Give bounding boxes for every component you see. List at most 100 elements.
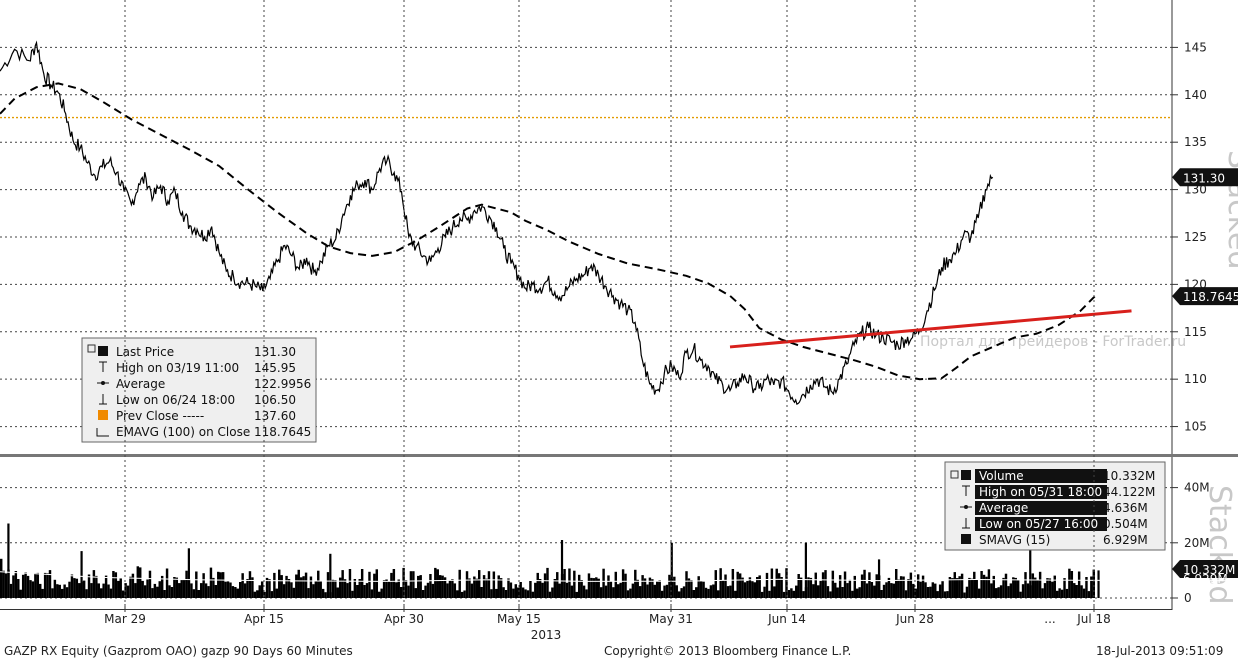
volume-bar — [902, 576, 905, 598]
volume-bar — [78, 583, 81, 598]
last-price-tag: 131.30 — [1183, 171, 1225, 185]
volume-bar — [112, 571, 115, 598]
price-legend-label: High on 03/19 11:00 — [116, 361, 239, 375]
volume-bar — [529, 580, 532, 598]
volume-bar — [497, 575, 500, 598]
volume-bar — [851, 590, 854, 598]
volume-tick-label: 40M — [1184, 481, 1210, 495]
volume-bar — [1019, 591, 1022, 598]
x-tick-label: Jun 14 — [767, 612, 806, 626]
volume-bar — [714, 570, 717, 598]
volume-bar — [824, 570, 827, 598]
volume-bar — [331, 579, 335, 598]
volume-bar — [760, 591, 764, 598]
volume-bar — [1014, 577, 1017, 598]
volume-bar — [743, 582, 747, 598]
volume-bar — [117, 580, 120, 598]
volume-bar — [134, 583, 137, 598]
volume-bar — [285, 575, 288, 598]
volume-bar — [185, 570, 188, 598]
volume-bar — [738, 573, 742, 598]
volume-bar — [704, 587, 708, 598]
volume-bar — [136, 566, 140, 598]
x-tick-label: Jul 18 — [1076, 612, 1111, 626]
volume-bar — [980, 571, 983, 598]
volume-bar — [1090, 576, 1093, 598]
volume-bar — [460, 591, 464, 598]
x-ellipsis: ... — [1044, 612, 1055, 626]
volume-bar — [948, 577, 952, 598]
volume-bar — [521, 587, 525, 598]
volume-bar — [856, 588, 859, 598]
volume-bar — [899, 576, 903, 598]
volume-bar — [317, 570, 320, 598]
volume-bar — [121, 590, 125, 598]
volume-bar — [504, 590, 508, 598]
volume-bar — [982, 574, 986, 598]
red-trendline — [729, 309, 1132, 349]
volume-bar — [1085, 577, 1088, 598]
volume-bar — [634, 569, 637, 598]
volume-bar — [424, 585, 427, 598]
volume-bar — [17, 579, 20, 598]
volume-bar — [807, 577, 810, 598]
volume-watermark: Stacked — [1202, 485, 1237, 605]
volume-bar — [104, 575, 108, 598]
x-tick-label: Apr 30 — [384, 612, 424, 626]
price-legend-value: 131.30 — [254, 345, 296, 359]
volume-bar — [709, 585, 713, 598]
volume-bar — [873, 585, 876, 598]
volume-bar — [107, 584, 110, 598]
volume-bar — [312, 584, 315, 598]
site-watermark: Портал для трейдеров - ForTrader.ru — [920, 334, 1186, 350]
volume-bar — [270, 591, 274, 598]
volume-last-tag-bg — [1172, 560, 1238, 578]
volume-bar — [719, 568, 722, 598]
volume-bar — [960, 573, 964, 598]
volume-bar — [1026, 583, 1030, 598]
price-tick-label: 115 — [1184, 325, 1207, 339]
volume-bar — [46, 573, 49, 598]
volume-bar — [724, 574, 727, 598]
volume-bar — [451, 579, 454, 598]
volume-bar — [356, 585, 359, 598]
volume-bar — [390, 572, 393, 598]
price-panel: 105110115120125130135140145StackedПортал… — [0, 40, 1238, 443]
volume-bar — [887, 577, 891, 598]
volume-bar — [360, 569, 364, 598]
volume-bar — [712, 584, 715, 598]
x-year-label: 2013 — [531, 628, 562, 642]
volume-bar — [85, 589, 88, 598]
volume-bar — [1016, 580, 1020, 598]
volume-bar — [1065, 588, 1069, 598]
volume-bar — [790, 588, 793, 598]
volume-bar — [702, 581, 705, 598]
footer-timestamp: 18-Jul-2013 09:51:09 — [1096, 644, 1224, 658]
volume-bar — [473, 576, 476, 598]
volume-bar — [275, 588, 279, 598]
price-legend-marker-ema — [96, 428, 109, 437]
volume-bar — [170, 587, 174, 598]
volume-bar — [675, 585, 678, 598]
volume-bar — [626, 590, 630, 598]
volume-bar — [217, 571, 220, 598]
volume-bar — [392, 569, 396, 598]
volume-bar — [707, 588, 710, 598]
volume-bar — [941, 581, 944, 598]
volume-bar — [387, 581, 391, 598]
volume-bar — [777, 573, 781, 598]
volume-bar — [734, 590, 737, 598]
volume-bar — [58, 584, 61, 598]
volume-bar — [399, 587, 403, 598]
volume-bar — [129, 576, 132, 598]
volume-bar — [748, 577, 752, 598]
volume-bar — [31, 581, 35, 598]
volume-bar — [363, 585, 366, 598]
volume-bar — [73, 578, 76, 598]
volume-spike-bar — [187, 548, 190, 598]
volume-bar — [587, 573, 591, 598]
volume-bar — [265, 577, 269, 598]
volume-bar — [160, 575, 164, 598]
volume-bar — [9, 583, 13, 598]
volume-bar — [904, 590, 908, 598]
